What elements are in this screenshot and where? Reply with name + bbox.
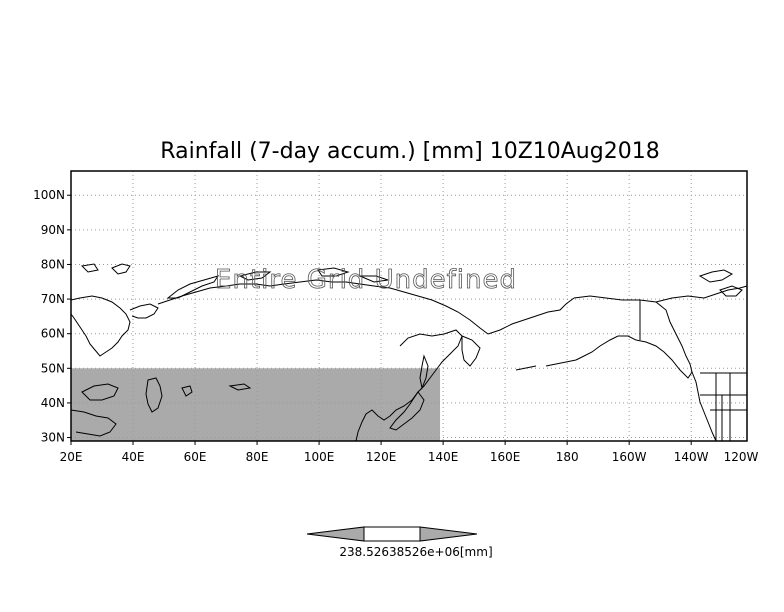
coastline-canada-islands bbox=[698, 269, 743, 297]
latitude-axis: 30N 40N 50N 60N 70N 80N 90N 100N bbox=[33, 188, 71, 445]
lon-tick-label: 160W bbox=[612, 450, 647, 464]
lat-tick-label: 30N bbox=[41, 431, 65, 445]
coastline-sakhalin bbox=[419, 354, 429, 390]
shaded-region bbox=[71, 368, 441, 441]
lon-tick-label: 120E bbox=[366, 450, 397, 464]
coastline-balkhash bbox=[228, 383, 252, 391]
lon-tick-label: 40E bbox=[122, 450, 145, 464]
lat-tick-label: 50N bbox=[41, 361, 65, 375]
lon-tick-label: 120W bbox=[724, 450, 759, 464]
coastline-japan bbox=[389, 391, 425, 431]
lon-tick-label: 20E bbox=[60, 450, 83, 464]
coastline-novaya-zemlya bbox=[166, 275, 220, 299]
lat-tick-label: 60N bbox=[41, 327, 65, 341]
lat-tick-label: 90N bbox=[41, 223, 65, 237]
lat-tick-label: 100N bbox=[33, 188, 65, 202]
colorbar: 238.52638526e+06[mm] bbox=[306, 526, 493, 559]
coastline-black-sea bbox=[81, 383, 119, 401]
gridlines bbox=[71, 171, 747, 441]
undefined-grid-message: Entire Grid Undefined bbox=[215, 265, 517, 295]
coastline-aleutians bbox=[515, 359, 577, 371]
colorbar-right-triangle bbox=[419, 526, 478, 542]
coastline-kamchatka bbox=[461, 335, 481, 367]
coastline-arctic-islands bbox=[238, 267, 389, 283]
lon-tick-label: 140W bbox=[674, 450, 709, 464]
lon-tick-label: 140E bbox=[428, 450, 459, 464]
colorbar-label: 238.52638526e+06[mm] bbox=[339, 545, 492, 559]
coastlines bbox=[70, 263, 748, 442]
state-borders bbox=[700, 373, 747, 441]
longitude-axis: 20E 40E 60E 80E 100E 120E 140E 160E 180 160W 140W 1… bbox=[60, 441, 759, 464]
lon-tick-label: 160E bbox=[490, 450, 521, 464]
coastline-north-russia bbox=[157, 279, 489, 335]
coastline-caspian bbox=[145, 377, 163, 413]
lat-tick-label: 40N bbox=[41, 396, 65, 410]
coastline-kola bbox=[129, 303, 159, 319]
lon-tick-label: 60E bbox=[184, 450, 207, 464]
lon-tick-label: 80E bbox=[246, 450, 269, 464]
colorbar-box bbox=[363, 526, 421, 542]
map-frame bbox=[70, 170, 748, 442]
lon-tick-label: 180 bbox=[556, 450, 579, 464]
map-plot-area: Entire Grid Undefined bbox=[70, 170, 748, 442]
colorbar-left-triangle bbox=[306, 526, 365, 542]
chart-title: Rainfall (7-day accum.) [mm] 10Z10Aug201… bbox=[160, 139, 659, 164]
coastline-aral bbox=[181, 385, 193, 397]
coastline-okhotsk bbox=[399, 329, 463, 401]
coastline-na-west bbox=[691, 371, 717, 442]
coastline-korea-china bbox=[355, 399, 413, 442]
lat-tick-label: 70N bbox=[41, 292, 65, 306]
coastline-chukotka bbox=[487, 297, 575, 335]
lon-tick-label: 100E bbox=[304, 450, 335, 464]
lat-tick-label: 80N bbox=[41, 257, 65, 271]
coastline-svalbard bbox=[80, 263, 131, 275]
coastline-alaska bbox=[573, 295, 693, 379]
coastline-mediterranean bbox=[70, 409, 117, 437]
coastline-scandinavia bbox=[70, 295, 131, 357]
